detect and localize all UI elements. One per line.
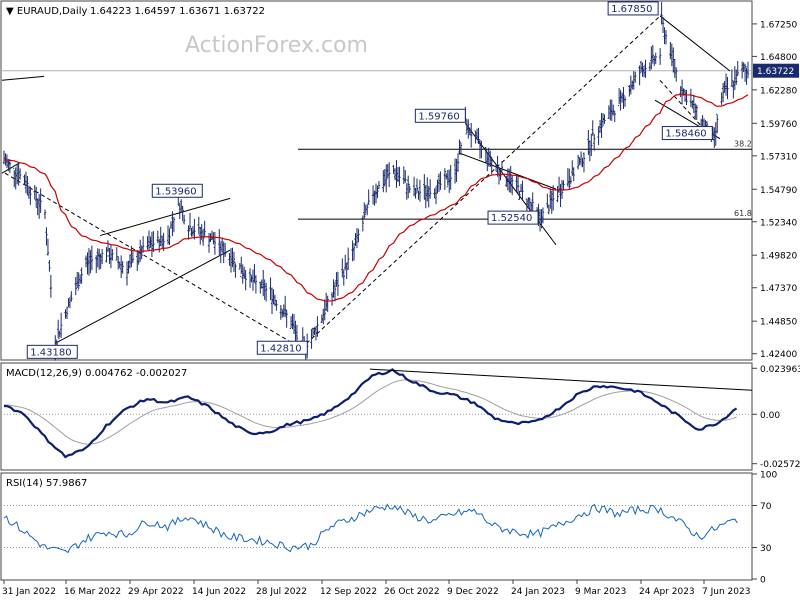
watermark: ActionForex.com [185,33,368,58]
x-axis-label: 24 Apr 2023 [639,587,695,597]
x-axis-label: 12 Sep 2022 [320,587,377,597]
x-axis-label: 28 Jul 2022 [256,587,307,597]
grid-layer: 38.2 61.8 [1,70,752,220]
rsi-line [3,503,738,554]
pivot-label-box [256,340,308,355]
ohlc-label: 1.64223 1.64597 1.63671 1.63722 [90,6,265,17]
price-axis-label: 1.62280 [760,86,797,96]
price-axis-label: 1.64800 [760,53,797,63]
x-axis-label: 26 Oct 2022 [384,587,440,597]
x-axis-label: 9 Dec 2022 [447,587,499,597]
pivot-label-box [487,210,539,225]
trendline-rising-wedge-low [55,249,231,344]
trendline-rising-wedge-high [99,197,231,237]
x-axis-label: 14 Jun 2022 [192,587,246,597]
pivot-label: 1.42810 [260,343,301,354]
macd-layer: 0.023963 0.00 -0.025726 [1,365,800,470]
symbol-text: EURAUD,Daily [17,6,88,17]
pivot-label: 1.53960 [155,186,196,197]
moving-average-layer [3,93,749,302]
axis-layer: 1.67250 1.64800 1.62280 1.59760 1.57310 1.547… [752,20,799,360]
macd-axis-label: 0.00 [760,411,780,421]
rsi-axis-label: 0 [760,576,766,586]
price-axis-label: 1.42400 [760,350,797,360]
macd-line [3,368,738,459]
trendline-top-left [1,75,45,81]
macd-signal-line [3,379,737,445]
x-axis-label: 24 Jan 2023 [511,587,565,597]
symbol-marker-icon: ▼ [6,6,17,17]
price-axis-label: 1.59760 [760,120,797,130]
current-price-label: 1.63722 [757,67,794,77]
moving-average-line [3,93,749,302]
x-axis-label: 7 Jun 2023 [702,587,750,597]
rsi-layer: 100 70 30 0 [1,471,777,586]
rsi-axis-label: 70 [760,502,772,512]
price-panel-frame [0,0,753,361]
price-axis-label: 1.47370 [760,284,797,294]
rsi-axis-label: 30 [760,544,772,554]
price-axis-label: 1.57310 [760,152,797,162]
rsi-title: RSI(14) 57.9867 [6,478,87,489]
x-axis-layer: 31 Jan 2022 16 Mar 2022 29 Apr 2022 14 Jun … [2,580,750,597]
pivot-label-box [26,344,78,359]
trendline-left-stub [1,162,21,174]
macd-axis-label: 0.023963 [760,365,800,375]
current-price-badge [753,63,799,78]
macd-panel-frame [0,362,753,471]
channel-falling-upper [659,15,731,72]
rsi-panel-frame [0,472,753,581]
macd-trendline [369,368,753,391]
pivot-label-box [414,108,466,123]
pivot-label: 1.67850 [611,4,652,15]
price-axis-label: 1.49820 [760,252,797,262]
x-axis-label: 31 Jan 2022 [2,587,56,597]
macd-title: MACD(12,26,9) 0.004762 -0.002027 [6,368,187,379]
pivot-label: 1.52540 [491,213,532,224]
pivot-label-box [151,183,203,198]
pivot-label: 1.43180 [30,347,71,358]
pivot-label-layer: 1.43180 1.53960 1.42810 1.59760 1.52540 1.678… [26,1,713,359]
macd-axis-label: -0.025726 [760,460,800,470]
price-axis-label: 1.54790 [760,186,797,196]
pivot-label-box [607,1,659,16]
x-axis-label: 16 Mar 2022 [64,587,121,597]
price-axis-label: 1.67250 [760,20,797,30]
trendline-dashed-up [300,15,661,349]
symbol-label: ▼ EURAUD,Daily [6,6,87,17]
rsi-axis-label: 100 [760,471,777,481]
pivot-label: 1.58460 [665,129,706,140]
fib-level-label: 38.2 [734,139,752,148]
pivot-label: 1.59760 [418,111,459,122]
price-axis-label: 1.44850 [760,318,797,328]
fib-level-label: 61.8 [734,209,752,218]
trendline-dashed-down [4,172,302,349]
pivot-label-box [661,126,713,141]
x-axis-label: 9 Mar 2023 [575,587,626,597]
price-axis-label: 1.52340 [760,218,797,228]
x-axis-label: 29 Apr 2022 [128,587,184,597]
